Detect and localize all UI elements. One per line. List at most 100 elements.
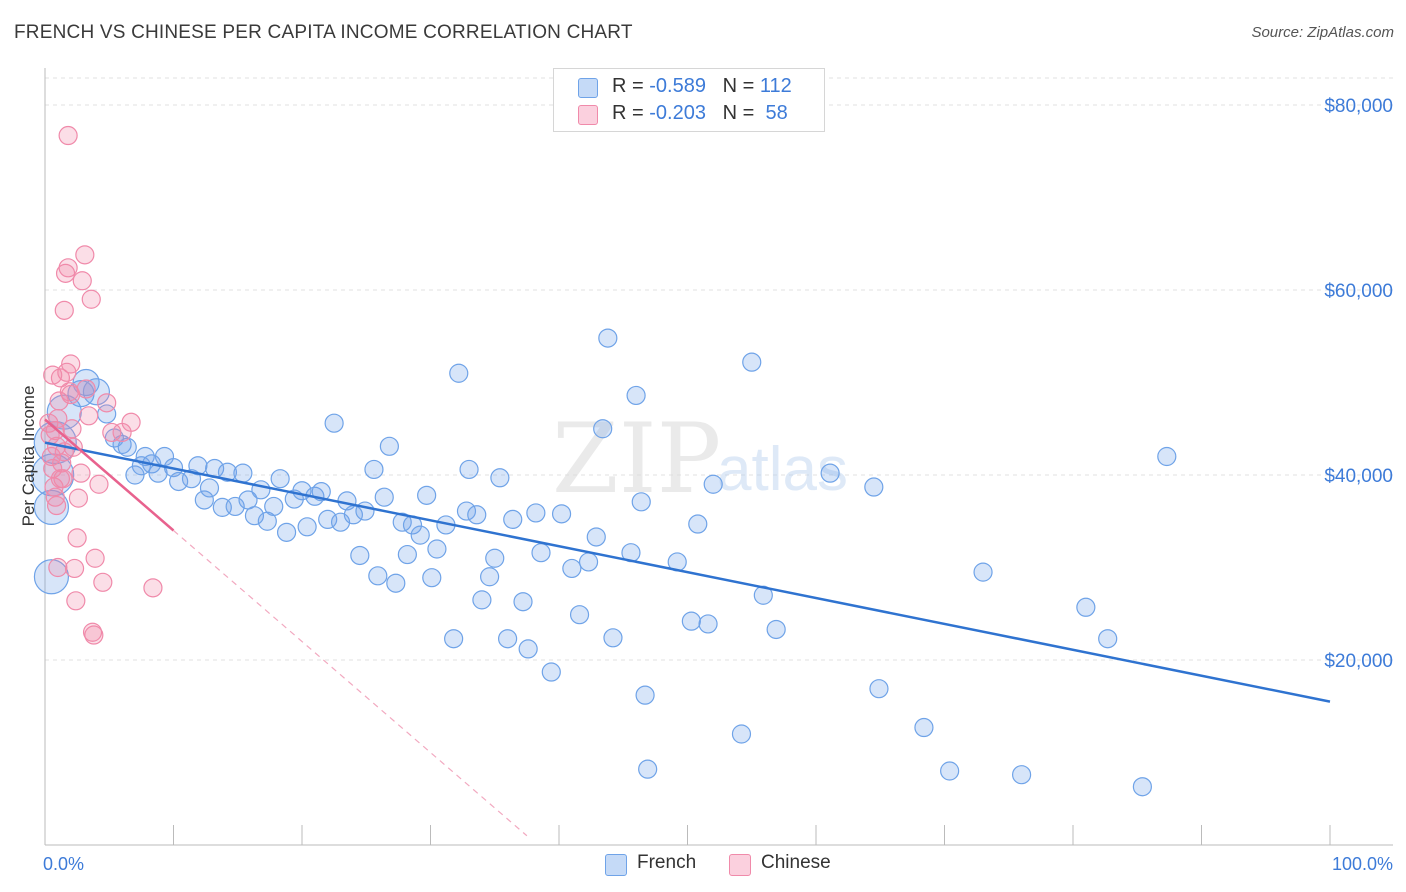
y-axis-label: Per Capita Income bbox=[19, 386, 38, 527]
french-point bbox=[427, 539, 447, 559]
chinese-n-label: N = bbox=[722, 102, 760, 124]
french-legend-label: French bbox=[637, 852, 697, 873]
french-point bbox=[125, 465, 145, 485]
french-point bbox=[742, 352, 762, 372]
french-point bbox=[638, 759, 658, 779]
french-point bbox=[562, 558, 582, 579]
watermark: ZIP atlas bbox=[552, 403, 848, 515]
french-point bbox=[864, 477, 884, 497]
chinese-point bbox=[58, 125, 78, 146]
chinese-legend-label: Chinese bbox=[761, 852, 831, 873]
french-point bbox=[379, 436, 399, 456]
chinese-point bbox=[67, 528, 87, 548]
french-point bbox=[422, 568, 442, 588]
french-point bbox=[233, 463, 253, 483]
french-point bbox=[698, 614, 718, 634]
chinese-point bbox=[89, 474, 109, 494]
chinese-point bbox=[143, 578, 163, 598]
french-point bbox=[33, 489, 70, 525]
french-point bbox=[217, 462, 238, 482]
french-point bbox=[480, 567, 500, 587]
trend-lines bbox=[44, 418, 1331, 837]
french-point bbox=[1132, 777, 1152, 797]
chinese-point bbox=[102, 422, 122, 443]
chinese-point bbox=[66, 591, 86, 611]
french-point bbox=[374, 487, 394, 507]
french-point bbox=[569, 605, 590, 625]
french-point bbox=[578, 552, 599, 572]
y-tick-label: $40,000 bbox=[1324, 466, 1393, 487]
french-point bbox=[368, 566, 388, 586]
french-point bbox=[603, 628, 623, 648]
chinese-point bbox=[97, 393, 117, 413]
y-tick-label: $20,000 bbox=[1324, 651, 1393, 672]
chinese-point bbox=[81, 289, 101, 309]
french-point bbox=[631, 492, 651, 512]
french-n-label: N = bbox=[722, 75, 760, 97]
french-point bbox=[766, 619, 786, 640]
french-point bbox=[417, 485, 437, 505]
french-point bbox=[410, 525, 430, 545]
french-point bbox=[731, 724, 752, 744]
source-label: Source: ZipAtlas.com bbox=[1251, 24, 1394, 41]
french-point bbox=[194, 490, 214, 510]
french-point bbox=[397, 544, 417, 565]
chinese-point bbox=[61, 354, 81, 374]
french-point bbox=[518, 639, 538, 659]
chinese-legend-swatch bbox=[729, 854, 751, 876]
french-point bbox=[593, 419, 613, 439]
correlation-legend: R = -0.589 N = 112 R = -0.203 N = 58 bbox=[553, 68, 825, 132]
chinese-point bbox=[43, 365, 63, 385]
chinese-point bbox=[72, 271, 92, 291]
chinese-trend-extension bbox=[173, 530, 528, 837]
chinese-point bbox=[64, 558, 85, 579]
chinese-point bbox=[121, 412, 141, 432]
chinese-point bbox=[52, 453, 72, 473]
french-point bbox=[350, 545, 370, 566]
chinese-point bbox=[93, 572, 113, 592]
chinese-point bbox=[68, 488, 89, 508]
french-point bbox=[586, 527, 606, 547]
french-point bbox=[531, 543, 551, 563]
chinese-point bbox=[62, 419, 82, 439]
french-point bbox=[703, 474, 723, 494]
chinese-n-value: 58 bbox=[759, 102, 788, 124]
chinese-trend-line bbox=[44, 418, 175, 532]
chinese-point bbox=[50, 469, 71, 489]
french-point bbox=[485, 548, 505, 568]
french-point bbox=[688, 514, 708, 534]
french-swatch bbox=[578, 78, 598, 98]
french-legend-swatch bbox=[605, 854, 627, 876]
french-point bbox=[490, 468, 510, 488]
french-point bbox=[386, 573, 406, 593]
french-point bbox=[33, 559, 70, 595]
french-point bbox=[456, 501, 477, 521]
french-point bbox=[914, 717, 934, 738]
french-point bbox=[270, 469, 290, 489]
french-point bbox=[117, 437, 137, 457]
chinese-point bbox=[75, 245, 95, 265]
french-point bbox=[324, 413, 344, 433]
french-point bbox=[503, 509, 523, 530]
french-point bbox=[276, 522, 297, 542]
french-point bbox=[551, 504, 572, 524]
french-point bbox=[820, 463, 840, 483]
chinese-point bbox=[84, 625, 104, 645]
french-point bbox=[869, 679, 889, 699]
french-point bbox=[626, 385, 646, 406]
french-trend-line bbox=[44, 441, 1331, 703]
chinese-point bbox=[71, 463, 91, 483]
chinese-point bbox=[48, 557, 68, 578]
watermark-zip: ZIP bbox=[552, 403, 721, 515]
french-point bbox=[251, 480, 271, 500]
y-tick-label: $80,000 bbox=[1324, 96, 1393, 117]
french-point bbox=[513, 592, 533, 612]
french-point bbox=[444, 629, 464, 649]
chinese-r-label: R = bbox=[612, 102, 650, 124]
grid-lines bbox=[45, 77, 1393, 661]
french-point bbox=[541, 662, 561, 682]
french-point bbox=[449, 363, 469, 383]
french-point bbox=[472, 590, 492, 610]
french-point bbox=[1098, 629, 1118, 649]
